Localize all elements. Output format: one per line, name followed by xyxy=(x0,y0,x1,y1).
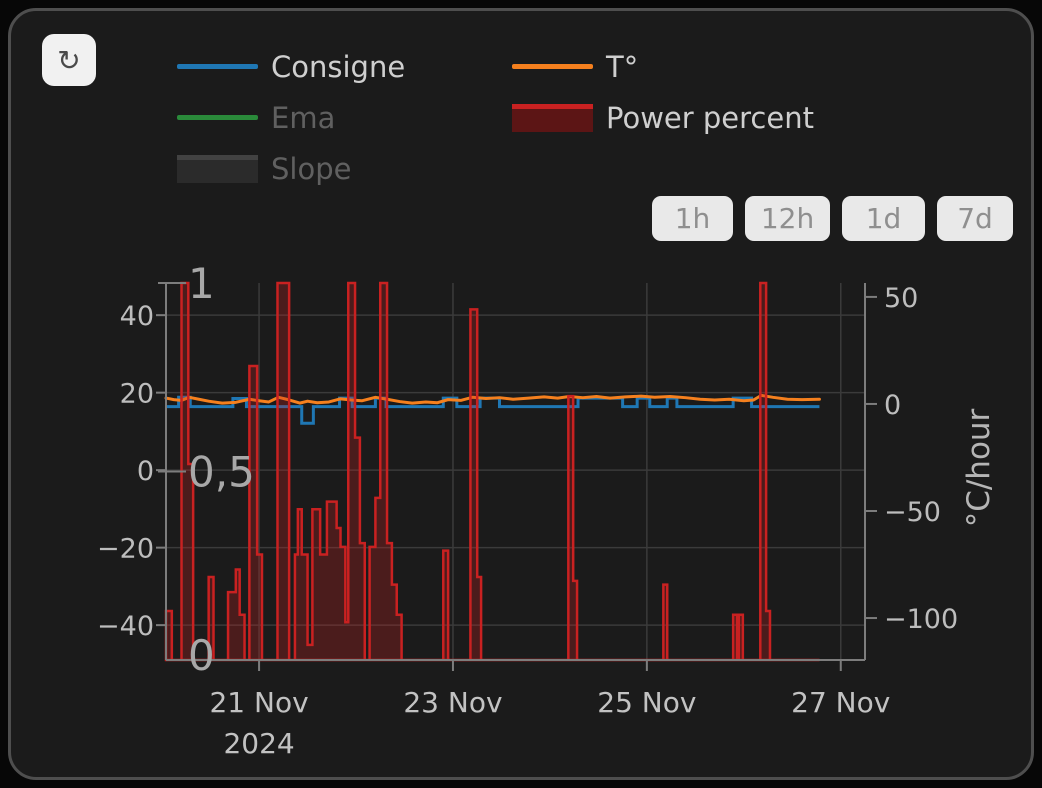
power-axis-tick-label: 0 xyxy=(188,631,215,680)
range-button-1h[interactable]: 1h xyxy=(652,196,733,241)
refresh-icon: ↻ xyxy=(57,43,81,77)
legend-label: Consigne xyxy=(271,49,406,84)
right-axis-tick-label: −50 xyxy=(884,497,941,528)
chart-panel xyxy=(8,8,1034,780)
left-axis-tick-label: 0 xyxy=(137,456,154,487)
legend-item-slope[interactable]: Slope xyxy=(177,143,405,194)
legend-column-right: T° Power percent xyxy=(512,41,814,143)
x-axis-tick-label: 27 Nov xyxy=(791,686,890,719)
legend-label: Slope xyxy=(271,151,352,186)
legend-item-ema[interactable]: Ema xyxy=(177,92,405,143)
legend-item-power-percent[interactable]: Power percent xyxy=(512,92,814,143)
consigne-line-swatch-icon xyxy=(177,64,258,69)
range-button-1d[interactable]: 1d xyxy=(842,196,925,241)
x-axis-year-label: 2024 xyxy=(223,727,294,760)
power-axis-tick-label: 0,5 xyxy=(188,448,255,497)
refresh-button[interactable]: ↻ xyxy=(42,34,96,86)
legend-label: Power percent xyxy=(606,100,814,135)
right-axis-tick-label: 0 xyxy=(884,390,901,421)
power-percent-box-swatch-icon xyxy=(512,103,593,132)
x-axis-tick-label: 21 Nov xyxy=(209,686,308,719)
time-range-buttons: 1h 12h 1d 7d xyxy=(652,196,1013,241)
left-axis-tick-label: 20 xyxy=(120,379,154,410)
ema-line-swatch-icon xyxy=(177,115,258,120)
x-axis-tick-label: 25 Nov xyxy=(597,686,696,719)
legend-column-left: Consigne Ema Slope xyxy=(177,41,405,194)
left-axis-tick-label: −40 xyxy=(97,611,154,642)
legend-label: Ema xyxy=(271,100,336,135)
legend-item-temperature[interactable]: T° xyxy=(512,41,814,92)
legend-item-consigne[interactable]: Consigne xyxy=(177,41,405,92)
x-axis-tick-label: 23 Nov xyxy=(403,686,502,719)
right-axis-tick-label: 50 xyxy=(884,283,918,314)
power-axis-tick-label: 1 xyxy=(188,259,215,308)
slope-box-swatch-icon xyxy=(177,154,258,183)
right-axis-title: °C/hour xyxy=(961,408,997,527)
consigne-line xyxy=(166,395,820,425)
legend-label: T° xyxy=(606,49,639,84)
temperature-line xyxy=(164,393,821,405)
temperature-line-swatch-icon xyxy=(512,64,593,69)
range-button-12h[interactable]: 12h xyxy=(745,196,830,241)
left-axis-tick-label: 40 xyxy=(120,301,154,332)
range-button-7d[interactable]: 7d xyxy=(937,196,1013,241)
right-axis-tick-label: −100 xyxy=(884,604,958,635)
left-axis-tick-label: −20 xyxy=(97,534,154,565)
power-percent-area xyxy=(164,281,820,662)
